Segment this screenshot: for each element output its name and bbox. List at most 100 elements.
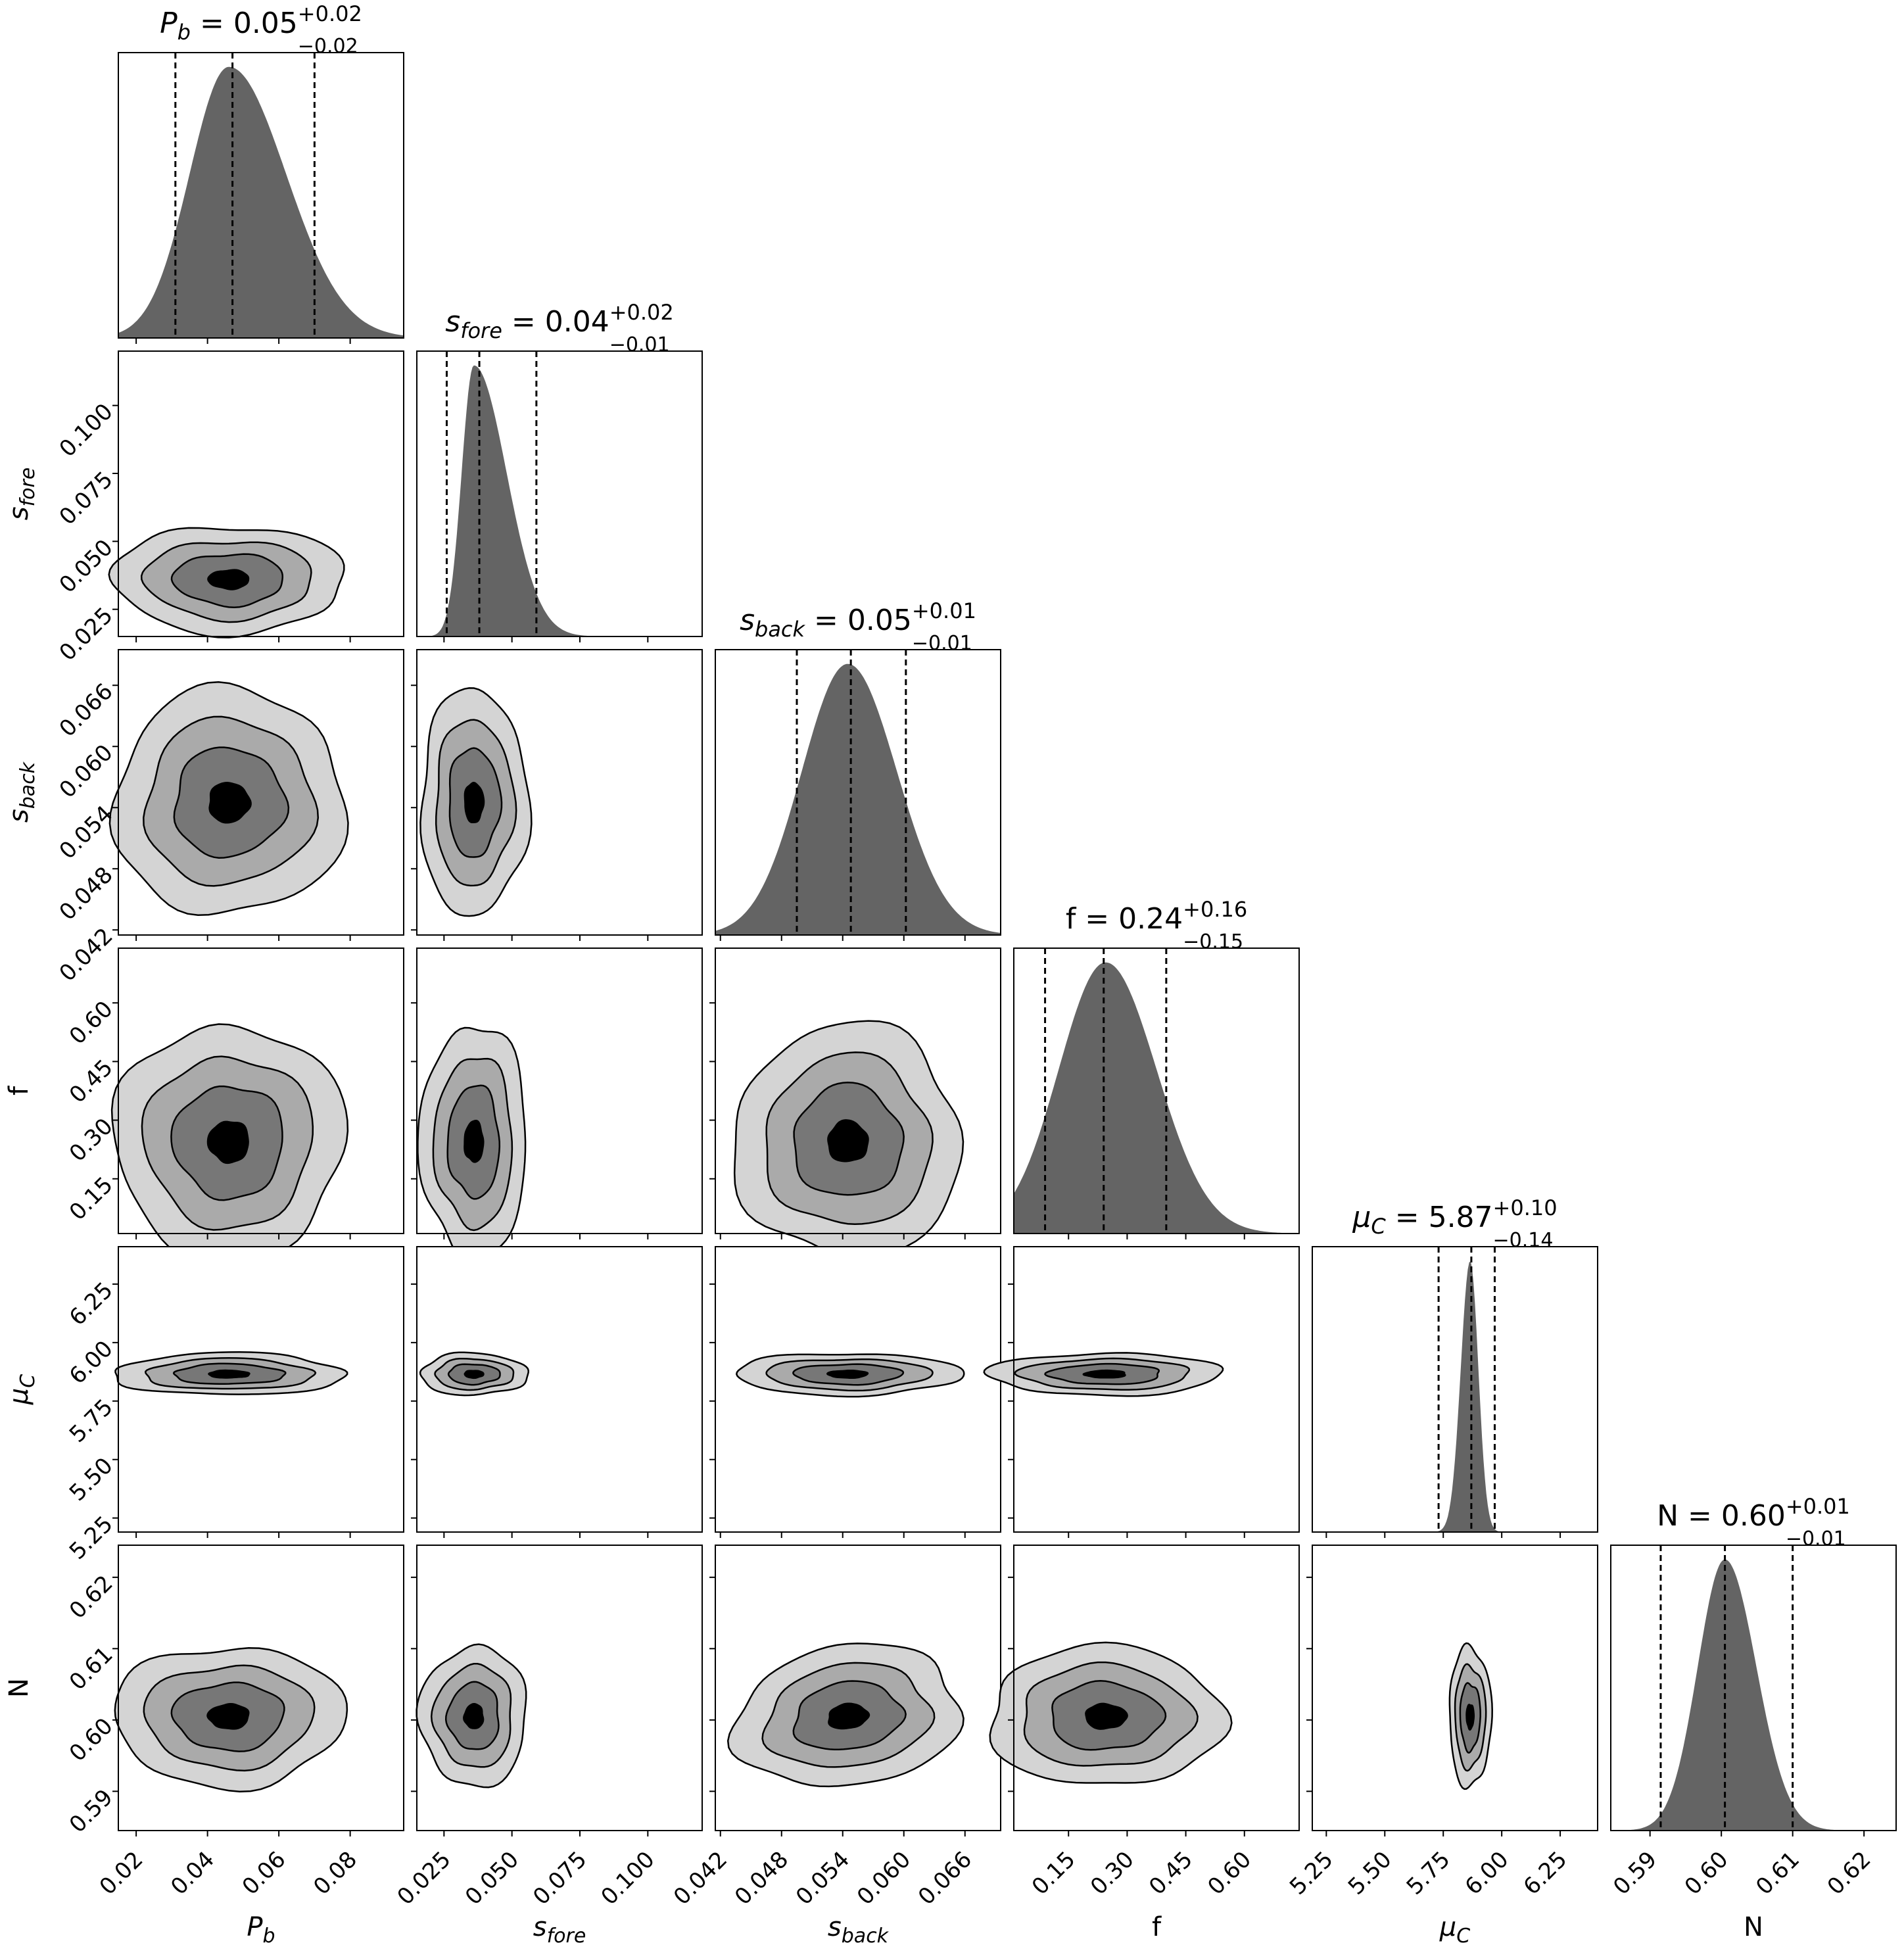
contour-level-4 bbox=[464, 1370, 485, 1379]
contour-frame bbox=[118, 1545, 404, 1831]
histogram-sfore bbox=[417, 365, 702, 636]
y-tick-label-sfore: 0.025 bbox=[55, 602, 118, 666]
y-tick-label-muC: 5.50 bbox=[64, 1452, 118, 1506]
y-axis-label-sfore: sfore bbox=[4, 468, 39, 521]
title-sback: sback = 0.05+0.01 bbox=[740, 598, 976, 642]
y-tick-label-sback: 0.054 bbox=[55, 801, 118, 865]
title-sfore: sfore = 0.04+0.02 bbox=[445, 300, 674, 343]
title-minus-muC: −0.14 bbox=[1493, 1229, 1554, 1252]
title-minus-sback: −0.01 bbox=[912, 632, 972, 655]
title-N: N = 0.60+0.01 bbox=[1657, 1494, 1850, 1533]
contour-panel-muC-vs-Pb bbox=[114, 1246, 404, 1533]
y-tick-label-f: 0.15 bbox=[64, 1172, 118, 1226]
contour-panel-N-vs-sfore bbox=[416, 1545, 703, 1831]
contour-panel-f-vs-sback bbox=[715, 948, 1001, 1259]
y-tick-label-sfore: 0.050 bbox=[55, 535, 118, 598]
x-tick-label-f: 0.30 bbox=[1085, 1846, 1139, 1900]
hist-frame-N bbox=[1610, 1545, 1897, 1831]
contour-frame bbox=[1312, 1545, 1598, 1831]
x-tick-label-sback: 0.048 bbox=[730, 1846, 794, 1910]
x-tick-label-sfore: 0.050 bbox=[460, 1846, 524, 1910]
hist-frame-sfore bbox=[416, 350, 703, 637]
x-tick-label-sfore: 0.100 bbox=[596, 1846, 660, 1910]
x-axis-label-sback: sback bbox=[828, 1912, 890, 1943]
contour-panel-muC-vs-f bbox=[983, 1246, 1300, 1533]
x-tick-label-N: 0.60 bbox=[1680, 1846, 1734, 1900]
y-tick-label-muC: 5.25 bbox=[64, 1511, 118, 1565]
x-tick-label-sback: 0.042 bbox=[669, 1846, 732, 1910]
x-tick-label-muC: 5.25 bbox=[1285, 1846, 1339, 1900]
contour-frame bbox=[1013, 1545, 1300, 1831]
contour-panel-N-vs-Pb bbox=[114, 1545, 404, 1831]
x-axis-label-muC: μC bbox=[1439, 1912, 1470, 1943]
contour-frame bbox=[715, 948, 1001, 1234]
contour-frame bbox=[118, 948, 404, 1234]
y-tick-label-sback: 0.042 bbox=[55, 923, 118, 987]
contour-frame bbox=[1013, 1246, 1300, 1533]
x-axis-label-f: f bbox=[1152, 1912, 1162, 1942]
contour-frame bbox=[118, 649, 404, 936]
y-tick-label-sback: 0.066 bbox=[55, 679, 118, 742]
y-axis-label-f: f bbox=[4, 1086, 34, 1095]
hist-panel-muC: μC = 5.87+0.10−0.14 bbox=[1312, 1195, 1598, 1533]
contour-level-4 bbox=[1085, 1702, 1128, 1730]
x-tick-label-sfore: 0.025 bbox=[393, 1846, 456, 1910]
contour-frame bbox=[416, 948, 703, 1234]
histogram-muC bbox=[1312, 1261, 1598, 1532]
y-tick-label-sback: 0.048 bbox=[55, 862, 118, 926]
contour-level-4 bbox=[208, 1369, 250, 1379]
histogram-sback bbox=[715, 663, 1001, 935]
y-tick-label-sfore: 0.100 bbox=[55, 398, 118, 462]
contour-level-4 bbox=[828, 1702, 870, 1730]
x-tick-label-f: 0.60 bbox=[1202, 1846, 1256, 1900]
contour-level-4 bbox=[1465, 1704, 1475, 1731]
x-tick-label-sback: 0.066 bbox=[913, 1846, 977, 1910]
y-tick-label-N: 0.59 bbox=[64, 1785, 118, 1838]
y-tick-label-f: 0.30 bbox=[64, 1113, 118, 1167]
x-tick-label-sfore: 0.075 bbox=[528, 1846, 592, 1910]
contour-panel-sback-vs-Pb bbox=[108, 649, 404, 936]
contour-level-4 bbox=[208, 782, 252, 824]
y-tick-label-N: 0.61 bbox=[64, 1642, 118, 1696]
hist-panel-Pb: Pb = 0.05+0.02−0.02 bbox=[118, 1, 404, 339]
contour-frame bbox=[416, 649, 703, 936]
x-tick-label-Pb: 0.06 bbox=[237, 1846, 291, 1900]
y-tick-label-N: 0.60 bbox=[64, 1713, 118, 1767]
hist-panel-sfore: sfore = 0.04+0.02−0.01 bbox=[416, 300, 703, 637]
y-tick-label-muC: 6.00 bbox=[64, 1335, 118, 1389]
y-axis-label-muC: μC bbox=[4, 1374, 39, 1405]
x-tick-label-muC: 6.00 bbox=[1460, 1846, 1514, 1900]
hist-frame-sback bbox=[715, 649, 1001, 936]
y-tick-label-N: 0.62 bbox=[64, 1570, 118, 1624]
contour-panel-f-vs-Pb bbox=[110, 948, 404, 1262]
contour-level-4 bbox=[463, 1702, 485, 1729]
y-tick-label-sfore: 0.075 bbox=[55, 466, 118, 530]
contour-panel-muC-vs-sback bbox=[715, 1246, 1001, 1533]
contour-frame bbox=[416, 1545, 703, 1831]
title-minus-N: −0.01 bbox=[1786, 1527, 1846, 1550]
contour-level-4 bbox=[464, 781, 485, 824]
x-axis-label-N: N bbox=[1744, 1912, 1763, 1942]
contour-level-4 bbox=[464, 1120, 485, 1163]
contour-panel-N-vs-f bbox=[989, 1545, 1300, 1831]
x-axis-label-sfore: sfore bbox=[533, 1912, 586, 1943]
contour-frame bbox=[715, 1246, 1001, 1533]
hist-panel-sback: sback = 0.05+0.01−0.01 bbox=[715, 598, 1001, 936]
hist-frame-f bbox=[1013, 948, 1300, 1234]
hist-panel-N: N = 0.60+0.01−0.01 bbox=[1610, 1494, 1897, 1831]
x-tick-label-Pb: 0.08 bbox=[308, 1846, 362, 1900]
histogram-Pb bbox=[118, 66, 404, 338]
x-tick-label-Pb: 0.02 bbox=[95, 1846, 149, 1900]
contour-level-4 bbox=[206, 1702, 250, 1730]
contour-frame bbox=[118, 350, 404, 637]
y-tick-label-muC: 5.75 bbox=[64, 1394, 118, 1448]
y-axis-label-sback: sback bbox=[4, 761, 39, 823]
histogram-f bbox=[1014, 962, 1299, 1234]
x-tick-label-sback: 0.060 bbox=[852, 1846, 916, 1910]
hist-frame-Pb bbox=[118, 52, 404, 339]
hist-frame-muC bbox=[1312, 1246, 1598, 1533]
hist-panel-f: f = 0.24+0.16−0.15 bbox=[1013, 897, 1300, 1234]
x-tick-label-muC: 5.50 bbox=[1343, 1846, 1397, 1900]
contour-panel-sfore-vs-Pb bbox=[108, 350, 404, 638]
y-tick-label-sback: 0.060 bbox=[55, 740, 118, 804]
